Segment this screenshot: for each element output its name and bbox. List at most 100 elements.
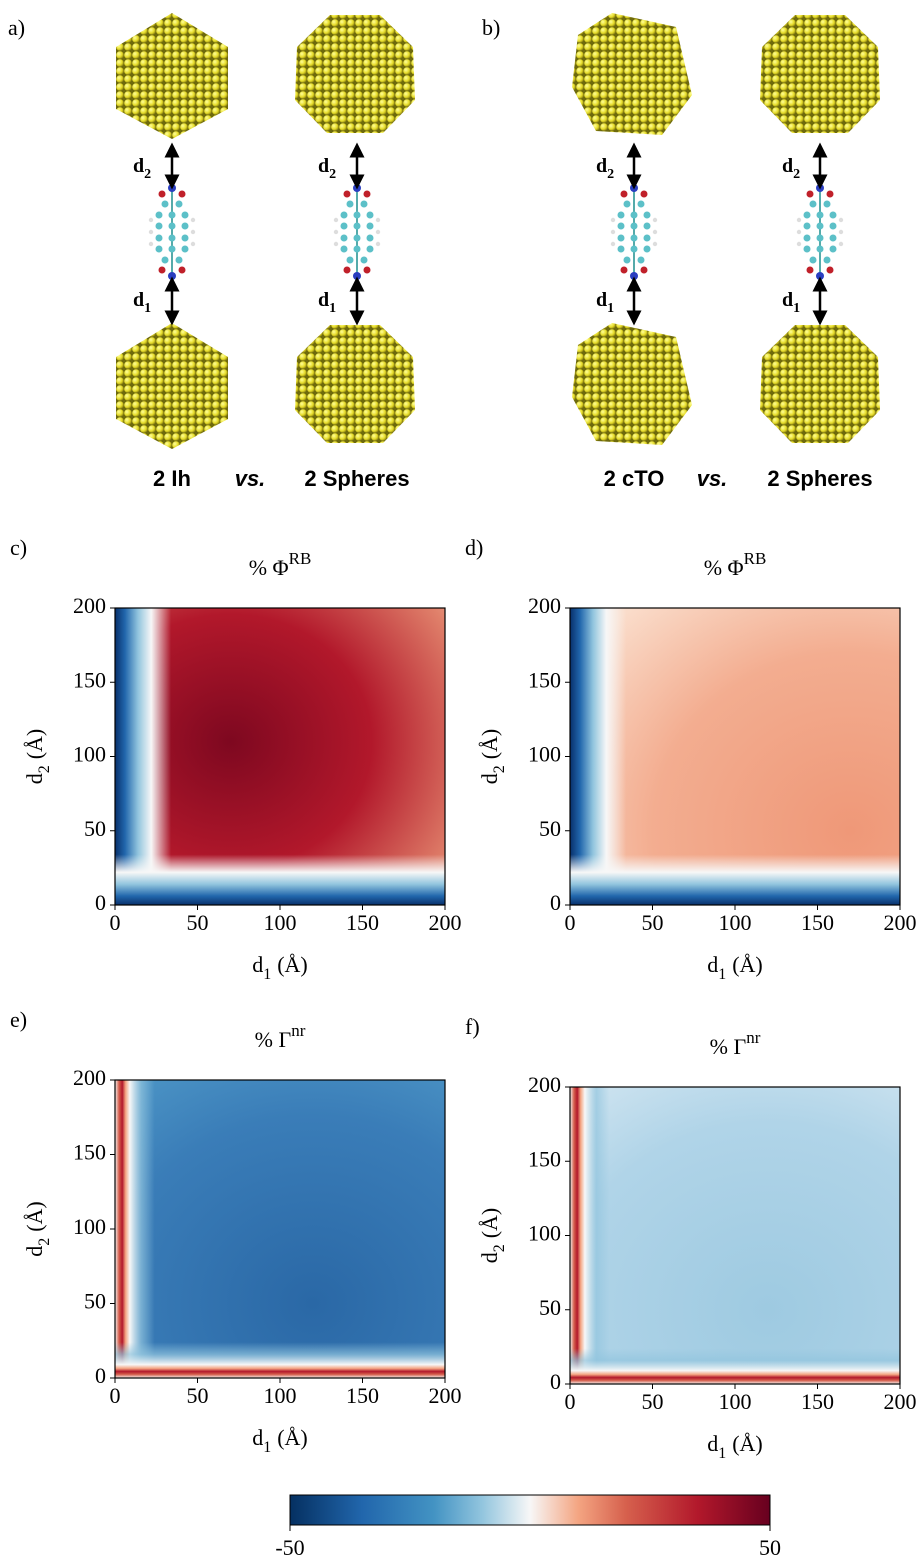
d-sub: 1 [144,301,151,316]
x-tick-label: 150 [346,1383,379,1408]
d: d [133,155,144,177]
panel-label: b) [482,15,500,40]
panel-label: a) [8,15,25,40]
d-sub: 1 [607,301,614,316]
distance-label: d2 [782,155,800,182]
nanoparticle [116,13,228,139]
panel-a: a) d2 d1 d2 d1 2 Ih vs. 2 Spheres [8,13,415,491]
y-label-sub: 2 [491,765,508,773]
vs-label: vs. [235,466,266,491]
x-tick-label: 200 [884,910,917,935]
x-tick-label: 50 [187,1383,209,1408]
x-tick-label: 150 [801,1389,834,1414]
x-tick-label: 150 [801,910,834,935]
y-tick-label: 150 [528,667,561,692]
molecule [609,183,659,281]
x-axis-label: d1 (Å) [707,1431,763,1462]
d: d [596,155,607,177]
d: d [782,155,793,177]
x-tick-label: 0 [565,910,576,935]
x-tick-label: 100 [264,1383,297,1408]
x-label-unit: (Å) [277,1425,308,1450]
x-tick-label: 0 [110,1383,121,1408]
y-label-sub: 2 [36,765,53,773]
chart-title: % ΦRB [704,549,767,580]
y-tick-label: 200 [528,593,561,618]
panel-label: c) [10,535,27,560]
d-sub: 1 [793,301,800,316]
chart-title: % Γnr [255,1021,306,1052]
x-label-unit: (Å) [732,1431,763,1456]
x-label-base: d [707,952,718,977]
shape-label: 2 Spheres [767,466,872,491]
y-tick-label: 200 [528,1072,561,1097]
distance-label: d2 [133,155,151,182]
x-label-unit: (Å) [732,952,763,977]
x-axis-label: d1 (Å) [252,952,308,983]
d-sub: 2 [329,167,336,182]
panel-label: d) [465,535,483,560]
nanoparticle [116,323,228,449]
y-tick-label: 50 [84,1289,106,1314]
nanoparticle [295,325,415,443]
y-tick-label: 150 [528,1146,561,1171]
chart-title: % ΦRB [249,549,312,580]
y-tick-label: 200 [73,1065,106,1090]
colorbar-tick-label: 50 [759,1535,781,1560]
x-tick-label: 100 [264,910,297,935]
x-label-sub: 1 [263,1439,271,1456]
heatmap-e [115,1080,445,1378]
d-sub: 2 [607,167,614,182]
x-label-sub: 1 [718,966,726,983]
d: d [133,289,144,311]
x-label-base: d [252,952,263,977]
x-tick-label: 100 [719,1389,752,1414]
title-sup: nr [291,1021,306,1040]
colorbar-tick-label: -50 [275,1535,304,1560]
x-tick-label: 200 [884,1389,917,1414]
y-tick-label: 100 [528,1221,561,1246]
x-axis-label: d1 (Å) [252,1425,308,1456]
colorbar [289,1494,771,1526]
x-tick-label: 100 [719,910,752,935]
heatmap-c [115,608,445,905]
y-tick-label: 50 [539,816,561,841]
y-tick-label: 0 [550,890,561,915]
title-text: % Γ [710,1034,747,1059]
x-label-sub: 1 [263,966,271,983]
title-text: % Φ [704,555,744,580]
distance-label: d1 [782,289,800,316]
d-sub: 1 [329,301,336,316]
molecule [147,183,197,281]
x-tick-label: 150 [346,910,379,935]
nanoparticle [572,323,692,445]
distance-label: d1 [133,289,151,316]
y-tick-label: 50 [539,1295,561,1320]
y-label-unit: (Å) [477,729,502,760]
nanoparticle [295,15,415,133]
y-label-base: d [477,773,502,784]
shape-label: 2 cTO [604,466,665,491]
y-label-base: d [477,1252,502,1263]
title-text: % Φ [249,555,289,580]
x-tick-label: 50 [642,1389,664,1414]
x-tick-label: 50 [642,910,664,935]
x-label-sub: 1 [718,1445,726,1462]
title-sup: RB [289,549,312,568]
x-tick-label: 0 [110,910,121,935]
x-tick-label: 200 [429,910,462,935]
x-label-base: d [252,1425,263,1450]
x-tick-label: 200 [429,1383,462,1408]
y-tick-label: 150 [73,667,106,692]
title-sup: nr [746,1028,761,1047]
x-axis-label: d1 (Å) [707,952,763,983]
vs-label: vs. [697,466,728,491]
d-sub: 2 [144,167,151,182]
d-sub: 2 [793,167,800,182]
x-label-base: d [707,1431,718,1456]
y-tick-label: 100 [73,742,106,767]
x-tick-label: 50 [187,910,209,935]
molecule [795,183,845,281]
y-label-base: d [22,1246,47,1257]
